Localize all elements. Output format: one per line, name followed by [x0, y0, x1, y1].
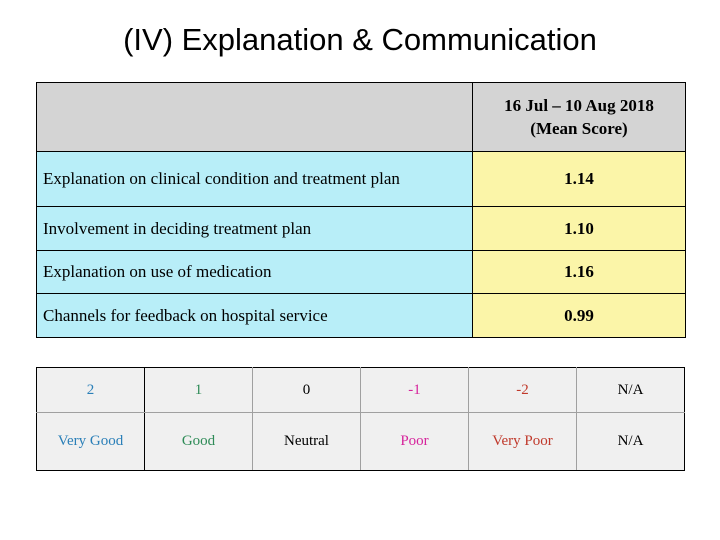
legend-label: Poor — [360, 412, 469, 471]
item-score: 1.14 — [472, 151, 686, 207]
period-header: 16 Jul – 10 Aug 2018 (Mean Score) — [472, 82, 686, 152]
period-subtitle: (Mean Score) — [530, 119, 628, 138]
header-blank-cell — [36, 82, 473, 152]
legend-label: Very Good — [36, 412, 145, 471]
table-row: Explanation on use of medication 1.16 — [36, 250, 686, 294]
item-score: 0.99 — [472, 293, 686, 338]
score-table: 16 Jul – 10 Aug 2018 (Mean Score) Explan… — [36, 82, 686, 338]
legend-values-row: 2 1 0 -1 -2 N/A — [36, 367, 685, 413]
legend-value: 0 — [252, 367, 361, 413]
legend-label: Neutral — [252, 412, 361, 471]
table-header-row: 16 Jul – 10 Aug 2018 (Mean Score) — [36, 82, 686, 152]
item-score: 1.16 — [472, 250, 686, 294]
page-title: (IV) Explanation & Communication — [123, 22, 597, 57]
item-label: Channels for feedback on hospital servic… — [36, 293, 473, 338]
legend-value: -1 — [360, 367, 469, 413]
legend-labels-row: Very Good Good Neutral Poor Very Poor N/… — [36, 412, 685, 471]
legend-label: Very Poor — [468, 412, 577, 471]
table-row: Explanation on clinical condition and tr… — [36, 151, 686, 207]
item-label: Involvement in deciding treatment plan — [36, 206, 473, 251]
legend-value: N/A — [576, 367, 685, 413]
item-label: Explanation on use of medication — [36, 250, 473, 294]
legend-label: Good — [144, 412, 253, 471]
table-row: Channels for feedback on hospital servic… — [36, 293, 686, 338]
score-legend: 2 1 0 -1 -2 N/A Very Good Good Neutral P… — [36, 367, 685, 471]
period-date-range: 16 Jul – 10 Aug 2018 — [504, 96, 654, 115]
legend-label: N/A — [576, 412, 685, 471]
legend-value: 2 — [36, 367, 145, 413]
legend-value: -2 — [468, 367, 577, 413]
item-score: 1.10 — [472, 206, 686, 251]
legend-value: 1 — [144, 367, 253, 413]
item-label: Explanation on clinical condition and tr… — [36, 151, 473, 207]
table-row: Involvement in deciding treatment plan 1… — [36, 206, 686, 251]
